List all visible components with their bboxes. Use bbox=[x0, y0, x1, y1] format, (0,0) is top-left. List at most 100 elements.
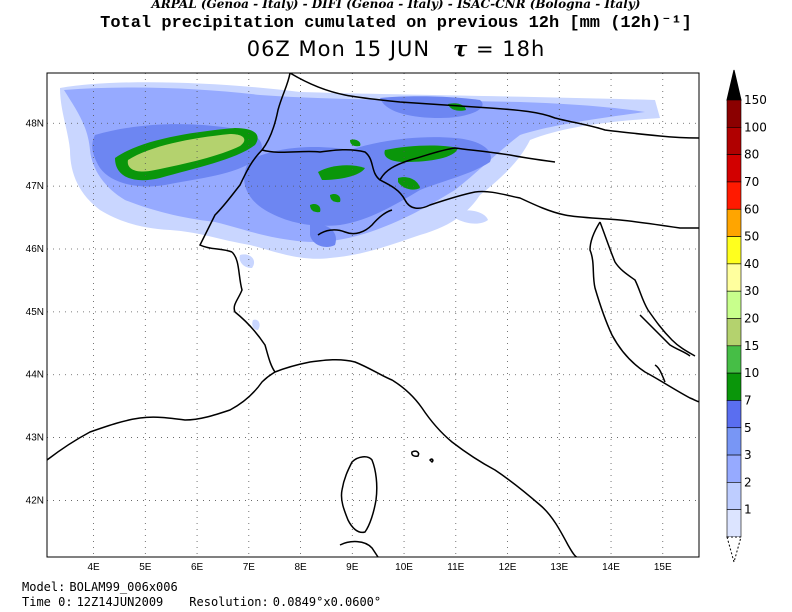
model-label: Model: bbox=[22, 580, 66, 594]
colorbar-level-label: 15 bbox=[744, 339, 759, 353]
colorbar-level-label: 20 bbox=[744, 312, 759, 326]
validity-line: 06Z Mon 15 JUN τ = 18h bbox=[0, 36, 792, 61]
precip-area-light bbox=[239, 254, 255, 268]
border-line bbox=[289, 73, 699, 139]
lon-tick-label: 13E bbox=[550, 562, 568, 573]
chart-title: Total precipitation cumulated on previou… bbox=[100, 14, 692, 33]
coastline bbox=[47, 371, 276, 461]
colorbar-level-label: 3 bbox=[744, 448, 752, 462]
colorbar-level-label: 50 bbox=[744, 230, 759, 244]
precip-area-light bbox=[455, 210, 488, 224]
colorbar-top-arrow bbox=[726, 69, 742, 101]
lon-tick-label: 7E bbox=[243, 562, 256, 573]
border-line bbox=[317, 209, 393, 236]
border-line bbox=[231, 251, 276, 373]
lon-tick-label: 14E bbox=[602, 562, 620, 573]
model-value: BOLAM99_006x006 bbox=[69, 580, 178, 594]
colorbar-level-label: 150 bbox=[744, 93, 767, 107]
axis-labels: 4E 5E 6E 7E 8E 9E 10E 11E 12E 13E 14E 15E 48N 47N 46N 4… bbox=[26, 118, 672, 573]
lat-tick-label: 44N bbox=[26, 370, 44, 381]
border-line bbox=[198, 73, 291, 253]
lon-tick-label: 12E bbox=[499, 562, 517, 573]
lon-tick-label: 6E bbox=[191, 562, 204, 573]
coastline bbox=[274, 358, 578, 557]
colorbar-level-label: 7 bbox=[744, 393, 752, 407]
border-line bbox=[379, 147, 556, 181]
precip-area-green bbox=[398, 177, 420, 190]
plot-frame bbox=[46, 72, 700, 558]
precip-area-green bbox=[384, 145, 458, 162]
coastline bbox=[599, 221, 696, 357]
colorbar-level-label: 80 bbox=[744, 148, 759, 162]
graticule bbox=[47, 73, 699, 557]
coastlines-borders bbox=[47, 73, 699, 557]
colorbar-level-label: 5 bbox=[744, 421, 752, 435]
resolution-value: 0.0849°x0.0600° bbox=[272, 595, 382, 609]
colorbar-level-label: 10 bbox=[744, 366, 759, 380]
colorbar-swatch bbox=[726, 482, 742, 510]
footer-time: Time 0: 12Z14JUN2009 Resolution: 0.0849°x0.… bbox=[22, 595, 381, 609]
colorbar-swatch bbox=[726, 290, 742, 319]
lat-tick-label: 42N bbox=[26, 495, 44, 506]
colorbar-swatch bbox=[726, 318, 742, 347]
coastline bbox=[639, 314, 691, 357]
lon-tick-label: 15E bbox=[654, 562, 672, 573]
lat-tick-label: 48N bbox=[26, 118, 44, 129]
precip-area-green bbox=[350, 139, 361, 147]
colorbar-swatch bbox=[726, 263, 742, 292]
validity-time: 06Z Mon 15 JUN bbox=[246, 37, 431, 61]
time-label: Time 0: bbox=[22, 595, 73, 609]
colorbar-swatch bbox=[726, 454, 742, 483]
resolution-label: Resolution: bbox=[189, 595, 269, 609]
lat-tick-label: 43N bbox=[26, 433, 44, 444]
tau-value: = 18h bbox=[475, 37, 546, 61]
colorbar-level-label: 30 bbox=[744, 284, 759, 298]
tau-symbol: τ bbox=[453, 36, 469, 61]
time-value: 12Z14JUN2009 bbox=[76, 595, 164, 609]
lon-tick-label: 4E bbox=[87, 562, 100, 573]
colorbar-swatch bbox=[726, 236, 742, 265]
coastline bbox=[589, 221, 699, 403]
island bbox=[428, 458, 434, 464]
colorbar-swatch bbox=[726, 400, 742, 429]
colorbar-swatch bbox=[726, 181, 742, 210]
precipitation-field bbox=[60, 82, 660, 330]
colorbar-level-label: 70 bbox=[744, 175, 759, 189]
footer-model: Model: BOLAM99_006x006 bbox=[22, 580, 178, 594]
colorbar-swatch bbox=[726, 345, 742, 374]
precip-area-green bbox=[330, 193, 341, 203]
precip-area-green bbox=[310, 203, 321, 213]
precip-area-light bbox=[252, 319, 260, 330]
island-sardinia bbox=[339, 540, 379, 557]
colorbar-swatch bbox=[726, 154, 742, 183]
colorbar-level-label: 2 bbox=[744, 475, 752, 489]
border-line bbox=[261, 148, 699, 229]
lat-tick-label: 45N bbox=[26, 307, 44, 318]
colorbar-swatch bbox=[726, 509, 742, 538]
colorbar-bottom-arrow bbox=[726, 536, 742, 564]
lat-tick-label: 46N bbox=[26, 244, 44, 255]
colorbar-level-label: 100 bbox=[744, 120, 767, 134]
precip-area-lightgreen bbox=[127, 134, 245, 172]
lon-tick-label: 11E bbox=[447, 562, 464, 573]
lat-tick-label: 47N bbox=[26, 181, 44, 192]
colorbar-level-label: 40 bbox=[744, 257, 759, 271]
credits-line: ARPAL (Genoa - Italy) - DIFI (Genoa - It… bbox=[151, 0, 641, 11]
lon-tick-label: 8E bbox=[294, 562, 307, 573]
island bbox=[654, 364, 666, 383]
lon-tick-label: 9E bbox=[346, 562, 359, 573]
colorbar-level-label: 1 bbox=[744, 503, 752, 517]
island-elba bbox=[411, 450, 420, 457]
lon-tick-label: 5E bbox=[139, 562, 152, 573]
colorbar-swatch bbox=[726, 372, 742, 401]
island-corsica bbox=[340, 456, 378, 534]
lon-tick-label: 10E bbox=[395, 562, 413, 573]
colorbar-swatch bbox=[726, 427, 742, 456]
colorbar-level-label: 60 bbox=[744, 202, 759, 216]
precip-area-green bbox=[318, 165, 365, 180]
colorbar-swatch bbox=[726, 208, 742, 237]
colorbar-swatch bbox=[726, 127, 742, 155]
colorbar-swatch bbox=[726, 99, 742, 128]
colorbar: 150 100 80 70 60 50 40 30 20 15 10 7 5 3 2 1 bbox=[726, 69, 767, 564]
